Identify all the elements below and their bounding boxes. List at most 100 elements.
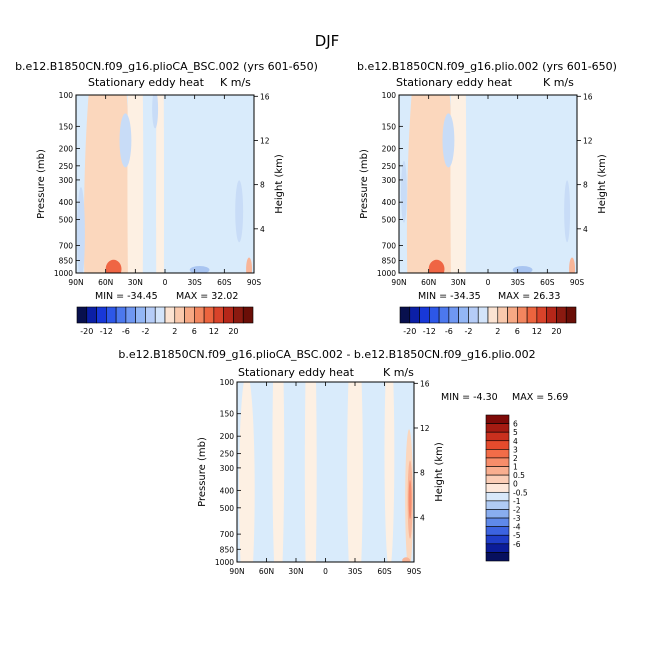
contour-region — [304, 382, 317, 562]
y-tick-label: 500 — [59, 215, 74, 224]
colorbar-swatch — [485, 457, 510, 467]
contour-field — [400, 95, 576, 273]
colorbar-swatch — [485, 466, 510, 476]
colorbar-label: 0.5 — [513, 471, 525, 480]
colorbar-swatch — [203, 306, 215, 324]
colorbar-swatch — [485, 500, 510, 510]
y-tick-label: 700 — [59, 241, 74, 250]
colorbar-label: -6 — [122, 327, 130, 336]
contour-region — [347, 382, 363, 562]
y-tick-label: 250 — [382, 162, 397, 171]
colorbar-label: 2 — [172, 327, 177, 336]
plot-diff: 90N 60N 30N 0 30S 60S 90S 100 150 200 250 300 400 500… — [197, 378, 445, 576]
y2-tick-label: 16 — [260, 92, 270, 101]
diff-panel-title: b.e12.B1850CN.f09_g16.plioCA_BSC.002 - b… — [118, 348, 536, 361]
diff-panel-min: MIN = -4.30 — [441, 392, 498, 403]
colorbar-swatch — [194, 306, 205, 324]
colorbar-swatch — [174, 306, 185, 324]
diff-panel-subtitle: Stationary eddy heat — [238, 366, 354, 379]
x-tick-label: 90S — [570, 278, 585, 287]
colorbar-left: -20 -12 -6 -2 2 6 12 20 — [76, 306, 254, 336]
x-tick-label: 30S — [511, 278, 526, 287]
contour-region — [384, 382, 395, 562]
y2-axis-label: Height (km) — [434, 442, 445, 502]
colorbar-swatch — [517, 306, 528, 324]
x-tick-label: 30S — [188, 278, 203, 287]
colorbar-swatch — [485, 526, 510, 536]
plot-background — [237, 382, 414, 562]
y-tick-label: 150 — [59, 122, 74, 131]
x-tick-label: 90S — [407, 567, 422, 576]
colorbar-label: -4 — [513, 523, 521, 532]
y-tick-label: 400 — [59, 198, 74, 207]
colorbar-swatch — [86, 306, 97, 324]
colorbar-label: -12 — [100, 327, 113, 336]
contour-region — [450, 95, 467, 273]
contour-region — [235, 180, 244, 243]
y-tick-label: 300 — [220, 464, 235, 473]
x-tick-label: 60N — [98, 278, 113, 287]
colorbar-swatch — [76, 306, 88, 324]
contour-region — [408, 480, 412, 520]
page-title: DJF — [314, 32, 340, 50]
right-panel-units: K m/s — [543, 76, 574, 89]
colorbar-swatch — [485, 543, 510, 553]
colorbar-label: -2 — [464, 327, 472, 336]
contour-region — [83, 95, 132, 273]
colorbar-swatch — [507, 306, 518, 324]
colorbar-swatch — [115, 306, 127, 324]
colorbar-swatch — [477, 306, 489, 324]
colorbar-swatch — [409, 306, 420, 324]
contour-region — [246, 257, 253, 273]
colorbar-label: -2 — [141, 327, 149, 336]
right-panel-max: MAX = 26.33 — [498, 291, 561, 302]
colorbar-label: 3 — [513, 445, 518, 454]
colorbar-label: 20 — [551, 327, 561, 336]
colorbar-label: 20 — [228, 327, 238, 336]
y-tick-label: 150 — [382, 122, 397, 131]
colorbar-swatch — [485, 534, 510, 545]
y-tick-label: 400 — [382, 198, 397, 207]
colorbar-swatch — [485, 517, 510, 527]
colorbar-swatch — [485, 423, 510, 433]
y-tick-label: 850 — [59, 256, 74, 265]
colorbar-swatch — [96, 306, 107, 324]
colorbar-swatch — [399, 306, 411, 324]
colorbar-swatch — [242, 306, 254, 324]
colorbar-label: -6 — [513, 540, 521, 549]
colorbar-swatch — [526, 306, 538, 324]
y-tick-label: 300 — [382, 176, 397, 185]
colorbar-swatch — [487, 306, 499, 324]
colorbar-label: -5 — [513, 531, 521, 540]
colorbar-swatch — [468, 306, 479, 324]
colorbar-swatch — [125, 306, 136, 324]
colorbar-label: 5 — [513, 428, 518, 437]
x-tick-label: 30N — [288, 567, 303, 576]
colorbar-swatch — [184, 306, 195, 324]
x-tick-label: 30N — [128, 278, 143, 287]
colorbar-swatch — [419, 306, 430, 324]
x-tick-label: 60S — [217, 278, 232, 287]
colorbar-swatch — [164, 306, 176, 324]
x-tick-label: 30N — [451, 278, 466, 287]
contour-region — [119, 113, 132, 168]
y-tick-label: 700 — [382, 241, 397, 250]
left-panel-title: b.e12.B1850CN.f09_g16.plioCA_BSC.002 (yr… — [15, 60, 318, 73]
colorbar-label: 4 — [513, 437, 518, 446]
plot-right: 90N 60N 30N 0 30S 60S 90S 100 150 200 250 300 400 500… — [359, 91, 608, 287]
y-tick-label: 1000 — [377, 269, 396, 278]
y-axis-label: Pressure (mb) — [359, 149, 370, 219]
colorbar-swatch — [485, 449, 510, 459]
colorbar-swatch — [135, 306, 146, 324]
colorbar-swatch — [438, 306, 450, 324]
x-tick-label: 60S — [540, 278, 555, 287]
colorbar-label: -12 — [423, 327, 436, 336]
y2-tick-label: 8 — [420, 469, 425, 478]
y2-tick-label: 4 — [420, 513, 425, 522]
y2-tick-label: 4 — [583, 225, 588, 234]
y-tick-label: 850 — [220, 545, 235, 554]
y-tick-label: 200 — [59, 145, 74, 154]
left-panel-max: MAX = 32.02 — [176, 291, 239, 302]
